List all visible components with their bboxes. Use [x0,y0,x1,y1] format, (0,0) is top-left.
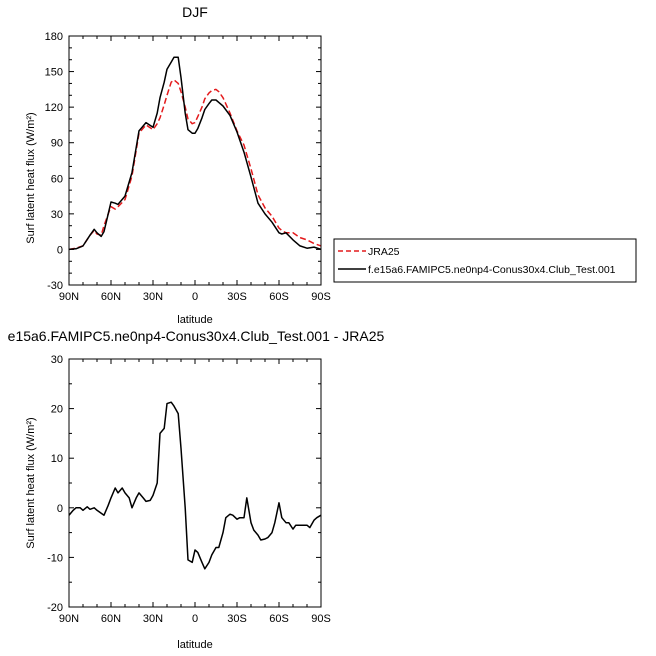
y-tick-label: 180 [45,31,63,43]
x-axis-label: latitude [177,639,212,651]
djf-latent-heat-panel: DJF Surf latent heat flux (W/m²) latitud… [25,4,331,326]
y-tick-label: 20 [51,404,63,416]
y-tick-label: -20 [47,602,63,614]
x-tick-label: 60N [101,613,121,625]
y-tick-label: 30 [51,354,63,366]
y-axis-label: Surf latent heat flux (W/m²) [25,112,37,243]
panel-title: DJF [182,4,208,20]
y-tick-label: 30 [51,209,63,221]
plot-frame [68,35,322,286]
panel-title: e15a6.FAMIPC5.ne0np4-Conus30x4.Club_Test… [8,328,385,344]
legend-box [333,238,637,283]
legend: JRA25 f.e15a6.FAMIPC5.ne0np4-Conus30x4.C… [333,238,637,283]
series-line-jra25 [68,79,322,251]
y-tick-label: 90 [51,138,63,150]
y-tick-label: 0 [57,503,63,515]
y-tick-label: -10 [47,552,63,564]
x-tick-label: 30N [143,291,163,303]
x-tick-label: 90S [311,613,331,625]
x-tick-label: 0 [192,613,198,625]
y-axis-label: Surf latent heat flux (W/m²) [25,417,37,548]
x-tick-label: 30S [227,613,247,625]
x-tick-label: 30N [143,613,163,625]
series-line-difference [68,401,322,570]
y-tick-label: 120 [45,102,63,114]
difference-panel: e15a6.FAMIPC5.ne0np4-Conus30x4.Club_Test… [8,328,385,651]
y-tick-label: 150 [45,67,63,79]
x-tick-label: 90N [59,613,79,625]
y-tick-label: 0 [57,244,63,256]
x-tick-label: 0 [192,291,198,303]
y-tick-label: 60 [51,173,63,185]
x-tick-label: 90S [311,291,331,303]
x-tick-label: 30S [227,291,247,303]
plot-frame [68,358,322,608]
legend-label-model: f.e15a6.FAMIPC5.ne0np4-Conus30x4.Club_Te… [368,264,616,276]
x-axis-label: latitude [177,314,212,326]
y-tick-label: -30 [47,280,63,292]
x-tick-label: 90N [59,291,79,303]
x-tick-label: 60S [269,613,289,625]
y-tick-label: 10 [51,453,63,465]
series-line-f [68,56,322,251]
x-tick-label: 60S [269,291,289,303]
x-tick-label: 60N [101,291,121,303]
legend-label-jra25: JRA25 [368,246,400,258]
